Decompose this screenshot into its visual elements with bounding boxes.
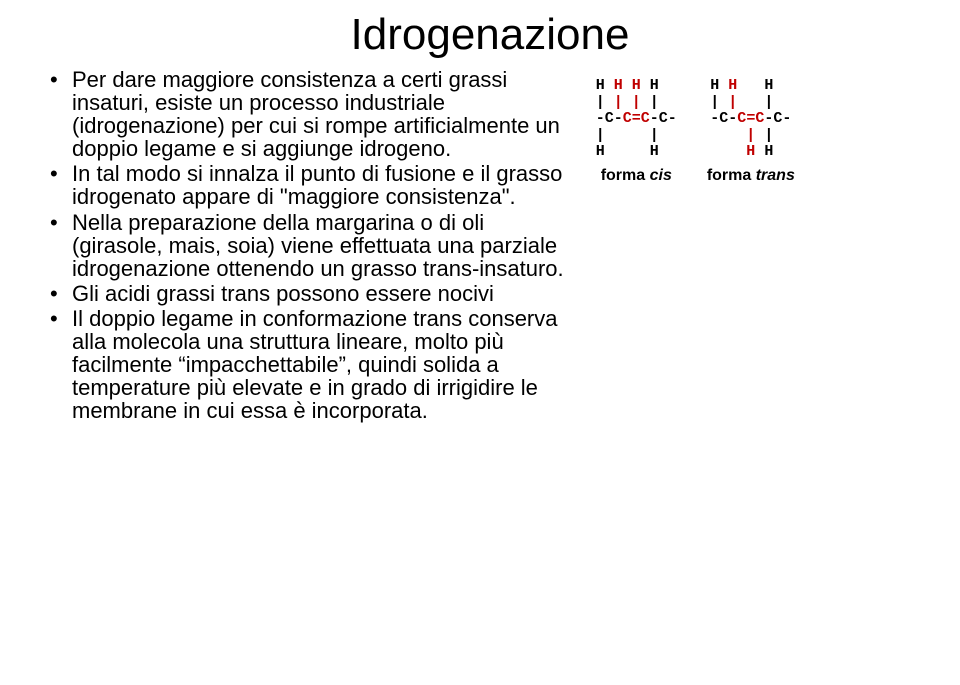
slide: Idrogenazione Per dare maggiore consiste… [0, 0, 960, 685]
cis-structure: H H H H| | | |-C-C=C-C-| |H H [596, 78, 677, 161]
slide-title: Idrogenazione [50, 10, 930, 60]
trans-label: forma trans [707, 167, 795, 185]
bullet-item: Per dare maggiore consistenza a certi gr… [50, 68, 566, 160]
molecule-diagram: H H H H| | | |-C-C=C-C-| |H H forma cis … [566, 68, 930, 185]
bullet-list: Per dare maggiore consistenza a certi gr… [50, 68, 566, 424]
molecule-trans: H H H| | |-C-C=C-C- | | H H forma trans [707, 78, 795, 185]
bullet-item: Nella preparazione della margarina o di … [50, 211, 566, 280]
content-row: Per dare maggiore consistenza a certi gr… [50, 68, 930, 424]
trans-structure: H H H| | |-C-C=C-C- | | H H [710, 78, 791, 161]
bullet-item: Gli acidi grassi trans possono essere no… [50, 282, 566, 305]
bullet-item: Il doppio legame in conformazione trans … [50, 307, 566, 422]
molecule-cis: H H H H| | | |-C-C=C-C-| |H H forma cis [596, 78, 677, 185]
cis-label: forma cis [601, 167, 672, 185]
bullet-item: In tal modo si innalza il punto di fusio… [50, 162, 566, 208]
